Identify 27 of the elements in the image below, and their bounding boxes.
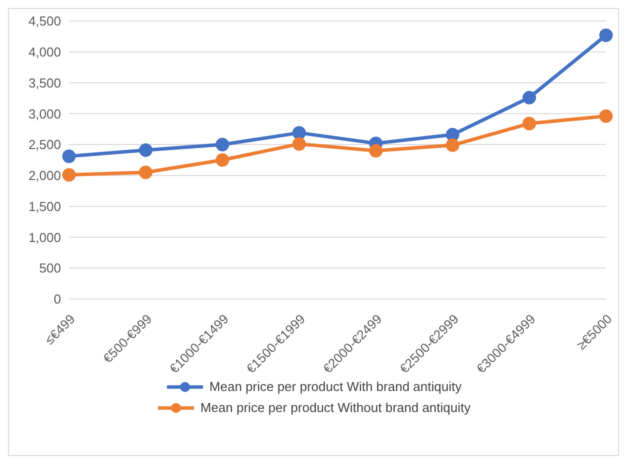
point <box>138 143 152 157</box>
point <box>369 144 383 158</box>
y-tick-label: 2,500 <box>28 137 61 152</box>
point <box>62 168 76 182</box>
y-tick-label: 3,500 <box>28 75 61 90</box>
point <box>446 138 460 152</box>
point <box>216 153 230 167</box>
point <box>62 150 76 164</box>
point <box>599 28 613 42</box>
point <box>522 116 536 130</box>
y-tick-label: 1,500 <box>28 198 61 214</box>
point <box>522 90 536 104</box>
point <box>292 137 306 151</box>
y-tick-label: 500 <box>39 260 61 276</box>
point <box>138 166 152 180</box>
y-tick-label: 3,000 <box>28 106 61 122</box>
y-tick-label: 0 <box>54 292 61 307</box>
y-tick-label: 4,000 <box>28 44 61 60</box>
y-tick-label: 2,000 <box>28 168 61 184</box>
legend-label: Mean price per product With brand antiquity <box>209 379 462 394</box>
point <box>599 109 613 123</box>
y-tick-label: 4,500 <box>28 14 61 29</box>
point <box>292 126 306 140</box>
point <box>446 128 460 142</box>
legend-label: Mean price per product Without brand antiquity <box>200 400 471 415</box>
point <box>216 138 230 152</box>
y-tick-label: 1,000 <box>28 230 61 245</box>
